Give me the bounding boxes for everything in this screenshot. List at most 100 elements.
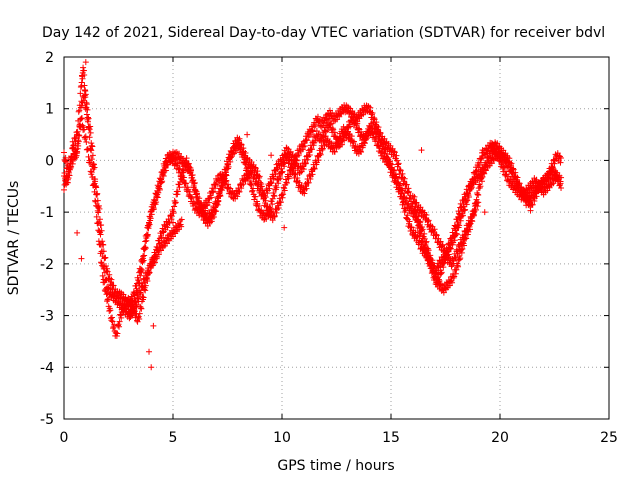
data-point — [172, 157, 179, 164]
data-point — [93, 213, 100, 220]
data-point — [73, 152, 80, 159]
data-point — [62, 154, 69, 161]
data-point — [131, 290, 138, 297]
data-point — [161, 164, 168, 171]
data-point — [433, 232, 440, 239]
data-point — [78, 79, 85, 86]
data-point — [185, 161, 192, 168]
data-point — [467, 186, 474, 193]
data-point — [189, 171, 196, 178]
data-point — [142, 238, 149, 245]
data-point — [120, 308, 127, 315]
data-point — [476, 184, 483, 191]
data-point — [223, 177, 230, 184]
data-series — [61, 59, 565, 371]
data-point — [408, 224, 415, 231]
data-point — [452, 227, 459, 234]
data-point — [350, 138, 357, 145]
data-point — [486, 148, 493, 155]
data-point — [550, 156, 557, 163]
data-point — [188, 195, 195, 202]
data-point — [267, 205, 274, 212]
data-point — [433, 269, 440, 276]
data-point — [417, 204, 424, 211]
data-point — [450, 257, 457, 264]
data-point — [278, 161, 285, 168]
data-point — [378, 135, 385, 142]
data-point — [153, 193, 160, 200]
data-point — [381, 150, 388, 157]
x-tick-label: 5 — [169, 430, 178, 446]
data-point — [97, 250, 104, 257]
data-point — [344, 128, 351, 135]
data-point — [374, 126, 381, 133]
data-point — [180, 177, 187, 184]
data-point — [301, 142, 308, 149]
data-point — [354, 120, 361, 127]
data-point — [328, 120, 335, 127]
data-point — [361, 140, 368, 147]
outlier-point — [418, 147, 425, 154]
data-point — [209, 189, 216, 196]
data-point — [131, 292, 138, 299]
data-point — [81, 71, 88, 78]
data-point — [87, 146, 94, 153]
data-point — [100, 276, 107, 283]
data-point — [342, 132, 349, 139]
data-point — [304, 156, 311, 163]
data-point — [175, 181, 182, 188]
outlier-point — [146, 348, 153, 355]
data-point — [139, 259, 146, 266]
data-point — [494, 140, 501, 147]
data-point — [308, 146, 315, 153]
data-point — [369, 110, 376, 117]
y-axis: -5 -4 -3 -2 -1 0 1 2 — [40, 50, 609, 428]
data-point — [396, 186, 403, 193]
data-point — [97, 231, 104, 238]
data-point — [148, 203, 155, 210]
data-point — [99, 272, 106, 279]
data-point — [306, 149, 313, 156]
data-point — [529, 195, 536, 202]
data-point — [238, 185, 245, 192]
data-point — [238, 144, 245, 151]
data-point — [280, 191, 287, 198]
data-point — [180, 174, 187, 181]
data-point — [68, 153, 75, 160]
data-point — [296, 179, 303, 186]
data-point — [83, 139, 90, 146]
outlier-point — [148, 364, 155, 371]
data-point — [367, 128, 374, 135]
data-point — [103, 291, 110, 298]
x-tick-label: 25 — [600, 430, 618, 446]
data-point — [88, 169, 95, 176]
data-point — [292, 171, 299, 178]
data-point — [153, 190, 160, 197]
data-point — [198, 213, 205, 220]
data-point — [211, 204, 218, 211]
data-point — [98, 259, 105, 266]
data-point — [145, 225, 152, 232]
data-point — [98, 227, 105, 234]
data-point — [174, 191, 181, 198]
data-point — [556, 153, 563, 160]
data-point — [271, 213, 278, 220]
data-point — [329, 109, 336, 116]
data-point — [390, 169, 397, 176]
y-tick-label: 1 — [45, 102, 54, 118]
data-point — [135, 314, 142, 321]
data-point — [459, 212, 466, 219]
data-point — [84, 106, 91, 113]
data-point — [439, 259, 446, 266]
data-point — [176, 165, 183, 172]
data-point — [136, 316, 143, 323]
data-point — [331, 129, 338, 136]
data-point — [96, 216, 103, 223]
data-point — [474, 203, 481, 210]
data-point — [236, 188, 243, 195]
data-point — [491, 141, 498, 148]
data-point — [418, 227, 425, 234]
data-point — [160, 172, 167, 179]
data-point — [256, 202, 263, 209]
data-point — [495, 150, 502, 157]
